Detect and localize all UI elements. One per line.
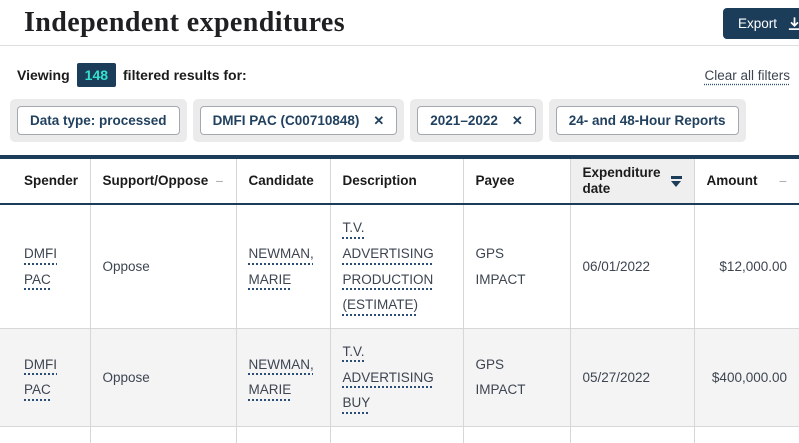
filter-tag-group: 24- and 48-Hour Reports	[548, 99, 746, 142]
table-row: DMFI PAC Oppose NEWMAN, MARIE T.V. ADVER…	[0, 327, 799, 427]
filter-tag-group: 2021–2022 ✕	[410, 99, 543, 142]
sort-descending-icon[interactable]	[670, 175, 682, 187]
filter-tag-committee: DMFI PAC (C00710848) ✕	[199, 106, 398, 135]
filter-tag-label: DMFI PAC (C00710848)	[212, 113, 360, 128]
expenditure-date-cell: 06/01/2022	[569, 203, 694, 329]
results-count-badge: 148	[76, 63, 117, 87]
column-header-label: Support/Oppose	[102, 173, 209, 189]
page-header: Independent expenditures Export	[0, 0, 799, 46]
remove-filter-icon[interactable]: ✕	[511, 113, 523, 128]
table-header-row: Spender Support/Oppose − Candidate Descr…	[0, 157, 799, 206]
filter-tag-group: Data type: processed	[10, 99, 187, 142]
export-button[interactable]: Export	[722, 8, 799, 39]
sort-unsorted-icon[interactable]: −	[778, 172, 787, 189]
column-header-label: Candidate	[248, 173, 314, 189]
description-link[interactable]: T.V. ADVERTISING PRODUCTION (ESTIMATE)	[342, 220, 434, 313]
support-oppose-cell: Oppose	[89, 203, 236, 329]
filter-tag-report-type: 24- and 48-Hour Reports	[555, 106, 739, 135]
column-header-amount[interactable]: Amount −	[693, 157, 799, 206]
amount-cell: $400,000.00	[693, 327, 799, 427]
column-header-label: Payee	[475, 173, 515, 189]
expenditure-date-cell: 05/27/2022	[569, 425, 694, 443]
payee-cell: GPS IMPACT	[462, 203, 570, 329]
spender-link[interactable]: DMFI PAC	[24, 246, 57, 287]
column-header-description[interactable]: Description	[329, 157, 463, 206]
filter-tag-group: DMFI PAC (C00710848) ✕	[192, 99, 405, 142]
viewing-label: Viewing	[17, 67, 70, 83]
results-bar: Viewing 148 filtered results for: Clear …	[17, 63, 790, 87]
table-row: DMFI PAC Oppose NEWMAN, MARIE DIRECT MAI…	[0, 425, 799, 443]
page-title: Independent expenditures	[24, 7, 346, 38]
description-link[interactable]: T.V. ADVERTISING BUY	[342, 343, 434, 411]
download-icon	[787, 16, 799, 31]
support-oppose-cell: Oppose	[89, 425, 236, 443]
column-header-support-oppose[interactable]: Support/Oppose −	[89, 157, 236, 206]
filter-tag-label: 24- and 48-Hour Reports	[568, 113, 726, 128]
column-header-candidate[interactable]: Candidate	[235, 157, 330, 206]
expenditures-table: Spender Support/Oppose − Candidate Descr…	[0, 155, 799, 443]
filter-tag-list: Data type: processed DMFI PAC (C00710848…	[10, 99, 799, 142]
filter-tag-label: 2021–2022	[430, 113, 498, 128]
column-header-label: Description	[342, 173, 417, 189]
spender-link[interactable]: DMFI PAC	[24, 356, 57, 398]
column-header-payee[interactable]: Payee	[462, 157, 570, 206]
clear-all-filters-link[interactable]: Clear all filters	[704, 67, 790, 83]
filtered-results-label: filtered results for:	[123, 67, 247, 83]
filter-tag-data-type: Data type: processed	[17, 106, 180, 135]
column-header-label: Amount	[706, 173, 758, 189]
amount-cell: $37,952.38	[693, 425, 799, 443]
support-oppose-cell: Oppose	[89, 327, 236, 427]
remove-filter-icon[interactable]: ✕	[373, 113, 385, 128]
candidate-link[interactable]: NEWMAN, MARIE	[248, 246, 314, 287]
expenditure-date-cell: 05/27/2022	[569, 327, 694, 427]
viewing-summary: Viewing 148 filtered results for:	[17, 63, 247, 87]
payee-cell: GPS IMPACT	[462, 327, 570, 427]
export-button-label: Export	[737, 16, 777, 31]
column-header-spender[interactable]: Spender	[0, 157, 90, 206]
column-header-label: Expenditure date	[582, 165, 661, 197]
filter-tag-label: Data type: processed	[30, 113, 167, 128]
column-header-label: Spender	[24, 173, 79, 189]
filter-tag-cycle: 2021–2022 ✕	[417, 106, 536, 135]
column-header-expenditure-date[interactable]: Expenditure date	[569, 157, 694, 206]
amount-cell: $12,000.00	[693, 203, 799, 329]
sort-unsorted-icon[interactable]: −	[215, 172, 224, 189]
table-row: DMFI PAC Oppose NEWMAN, MARIE T.V. ADVER…	[0, 203, 799, 329]
candidate-link[interactable]: NEWMAN, MARIE	[248, 356, 314, 398]
payee-cell: SIXTH STREET STRATEGIES	[462, 425, 570, 443]
